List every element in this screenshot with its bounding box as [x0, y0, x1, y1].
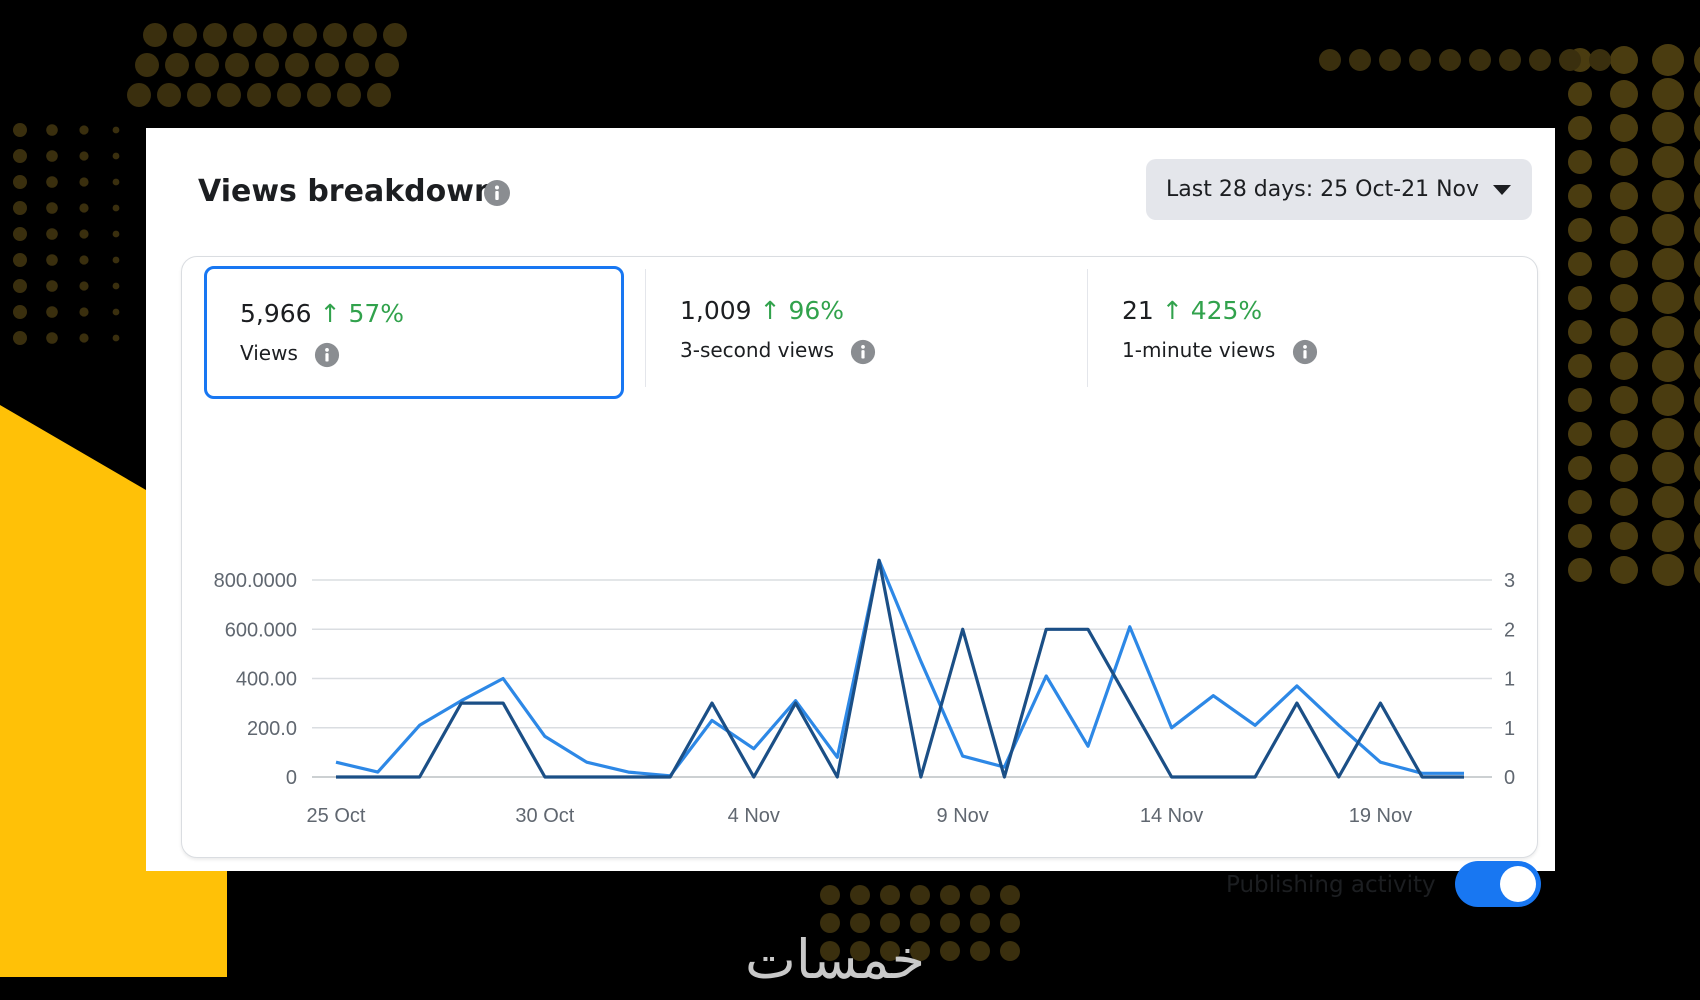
views-breakdown-panel: Views breakdown Last 28 days: 25 Oct-21 … [146, 128, 1555, 907]
publishing-activity-label: Publishing activity [1226, 872, 1436, 898]
metric-change: ↑ 57% [319, 299, 405, 328]
y-right-tick-label: 1 [1504, 718, 1515, 740]
y-right-tick-label: 2 [1504, 619, 1515, 641]
x-tick-label: 4 Nov [728, 805, 780, 827]
metric-change: ↑ 425% [1161, 296, 1263, 325]
metric-tab-1-minute-views[interactable]: 21 ↑ 425% 1-minute views [1087, 269, 1507, 387]
info-icon[interactable] [314, 342, 340, 368]
y-left-tick-label: 400.00 [236, 669, 297, 691]
x-tick-label: 14 Nov [1140, 805, 1203, 827]
x-tick-label: 30 Oct [515, 805, 574, 827]
caret-down-icon [1493, 184, 1512, 195]
y-left-tick-label: 800.0000 [214, 570, 297, 592]
toggle-knob [1500, 866, 1536, 902]
series-line-2 [336, 558, 1464, 779]
metric-label: 3-second views [680, 338, 835, 362]
info-icon[interactable] [850, 339, 876, 365]
series-line-1 [335, 558, 1464, 778]
views-line-chart: 0 0 200.0 1 400.00 1 600.000 2 800.0000 3 25 Oct 30… [214, 558, 1515, 827]
info-icon[interactable] [1292, 339, 1318, 365]
brand-logo: خمسات [745, 928, 926, 991]
metric-label: Views [240, 341, 298, 365]
metric-tab-views[interactable]: 5,966 ↑ 57% Views [204, 266, 624, 399]
x-tick-label: 25 Oct [307, 805, 366, 827]
x-tick-label: 19 Nov [1349, 805, 1412, 827]
y-left-tick-label: 600.000 [225, 619, 297, 641]
y-left-tick-label: 0 [286, 767, 297, 789]
metric-label: 1-minute views [1122, 338, 1276, 362]
metric-tab-3-second-views[interactable]: 1,009 ↑ 96% 3-second views [645, 269, 1065, 387]
metric-value: 5,966 [240, 299, 312, 328]
publishing-activity-toggle[interactable] [1455, 861, 1541, 907]
info-icon[interactable] [483, 179, 511, 207]
views-breakdown-card: 5,966 ↑ 57% Views 1,009 ↑ 96% 3-second vie… [181, 256, 1541, 907]
date-range-label: Last 28 days: 25 Oct-21 Nov [1166, 177, 1480, 202]
y-right-tick-label: 1 [1504, 669, 1515, 691]
x-tick-label: 9 Nov [937, 805, 989, 827]
panel-title: Views breakdown [198, 174, 496, 209]
y-left-tick-label: 200.0 [247, 718, 297, 740]
metric-change: ↑ 96% [759, 296, 845, 325]
metric-value: 1,009 [680, 296, 752, 325]
date-range-dropdown[interactable]: Last 28 days: 25 Oct-21 Nov [1146, 159, 1532, 220]
y-right-tick-label: 3 [1504, 570, 1515, 592]
y-right-tick-label: 0 [1504, 767, 1515, 789]
metric-value: 21 [1122, 296, 1154, 325]
